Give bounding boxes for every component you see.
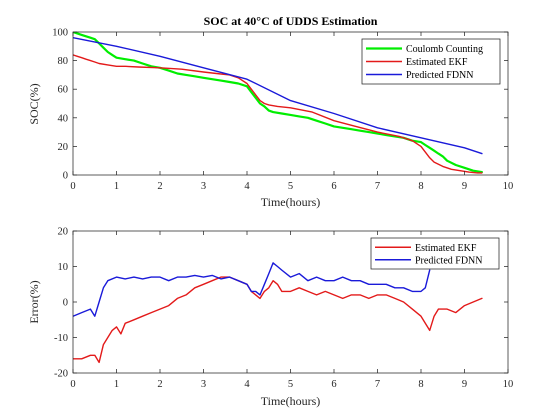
error-x-tick-label: 3 xyxy=(201,379,206,390)
error-y-tick-label: -20 xyxy=(54,369,68,380)
soc-legend-label: Predicted FDNN xyxy=(406,70,474,81)
soc-legend-label: Estimated EKF xyxy=(406,57,468,68)
error-series-group xyxy=(73,262,483,364)
soc-panel: SOC at 40°C of UDDS Estimation Time(hour… xyxy=(27,14,513,209)
error-x-tick-label: 5 xyxy=(288,379,293,390)
error-x-tick-label: 0 xyxy=(70,379,75,390)
error-legend-label: Estimated EKF xyxy=(415,243,477,254)
soc-chart-title: SOC at 40°C of UDDS Estimation xyxy=(204,14,378,28)
soc-y-tick-label: 60 xyxy=(58,85,69,96)
soc-series-coulomb-counting-line xyxy=(73,32,483,174)
soc-x-tick-label: 9 xyxy=(462,181,467,192)
error-x-tick-label: 1 xyxy=(114,379,119,390)
soc-y-tick-label: 20 xyxy=(58,142,69,153)
soc-x-tick-label: 0 xyxy=(70,181,75,192)
soc-y-tick-label: 100 xyxy=(52,28,68,39)
error-x-axis-label: Time(hours) xyxy=(261,394,321,408)
soc-series-estimated-ekf-line xyxy=(73,54,483,174)
soc-x-tick-label: 6 xyxy=(331,181,336,192)
error-x-tick-label: 7 xyxy=(375,379,380,390)
soc-series-group xyxy=(73,32,483,174)
error-x-tick-label: 6 xyxy=(331,379,336,390)
soc-legend-label: Coulomb Counting xyxy=(406,44,483,55)
soc-x-tick-label: 2 xyxy=(157,181,162,192)
error-y-tick-label: 20 xyxy=(58,227,69,238)
error-y-tick-label: -10 xyxy=(54,333,68,344)
error-x-tick-label: 4 xyxy=(244,379,250,390)
soc-y-tick-label: 40 xyxy=(58,113,69,124)
soc-x-tick-label: 7 xyxy=(375,181,380,192)
error-x-tick-label: 10 xyxy=(503,379,514,390)
error-y-tick-label: 0 xyxy=(63,298,68,309)
error-y-axis-label: Error(%) xyxy=(27,280,41,323)
error-legend-box xyxy=(370,237,500,270)
error-series-predicted-fdnn-line xyxy=(73,262,431,317)
soc-series-predicted-fdnn-line xyxy=(73,37,483,155)
soc-y-tick-label: 0 xyxy=(63,171,68,182)
soc-x-tick-label: 5 xyxy=(288,181,293,192)
soc-x-axis-label: Time(hours) xyxy=(261,195,321,209)
soc-x-tick-label: 10 xyxy=(503,181,514,192)
soc-x-tick-label: 1 xyxy=(114,181,119,192)
error-series-estimated-ekf-line xyxy=(73,276,483,364)
error-x-tick-label: 9 xyxy=(462,379,467,390)
error-x-tick-label: 2 xyxy=(157,379,162,390)
soc-legend: Coulomb Counting Estimated EKF Predicted F… xyxy=(361,38,501,85)
soc-x-tick-label: 8 xyxy=(418,181,423,192)
soc-x-tick-label: 4 xyxy=(244,181,250,192)
error-legend-label: Predicted FDNN xyxy=(415,255,483,266)
error-x-tick-label: 8 xyxy=(418,379,423,390)
error-y-tick-label: 10 xyxy=(58,262,69,273)
error-panel: Time(hours) Error(%) 0 1 2 3 4 5 6 7 8 9 10 -20 -10 0… xyxy=(27,227,513,409)
soc-y-axis-label: SOC(%) xyxy=(27,83,41,124)
soc-x-tick-label: 3 xyxy=(201,181,206,192)
soc-y-tick-label: 80 xyxy=(58,56,69,67)
